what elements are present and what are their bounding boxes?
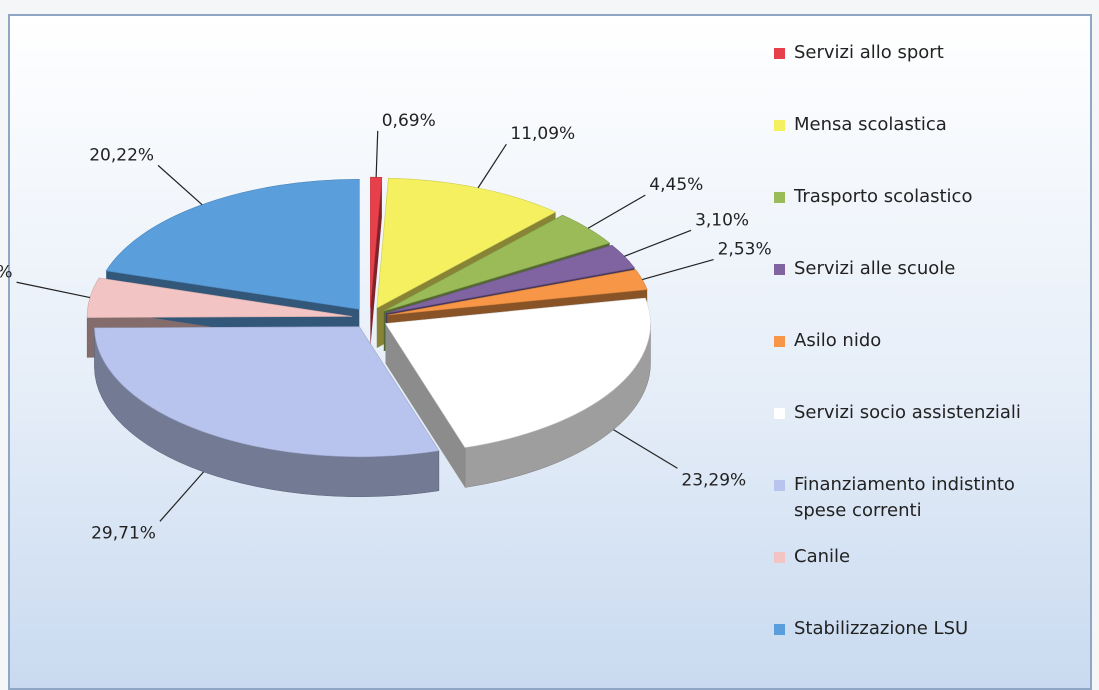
legend: Servizi allo sport Mensa scolastica Traspo… [770, 40, 1070, 688]
leader-line [478, 144, 506, 188]
legend-label: Stabilizzazione LSU [794, 618, 968, 639]
legend-item: Canile [770, 544, 1070, 616]
legend-swatch [774, 120, 785, 131]
legend-label: Asilo nido [794, 330, 881, 351]
data-label: 11,09% [510, 124, 575, 144]
legend-label: Servizi alle scuole [794, 258, 955, 279]
data-label: 2,53% [718, 240, 772, 260]
data-label: 20,22% [89, 145, 154, 165]
data-label: 4,45% [649, 175, 703, 195]
legend-label: Finanziamento indistinto spese correnti [794, 474, 1015, 521]
legend-item: Mensa scolastica [770, 112, 1070, 184]
leader-line [614, 430, 678, 469]
legend-swatch [774, 480, 785, 491]
legend-swatch [774, 336, 785, 347]
legend-swatch [774, 264, 785, 275]
data-label: 3,10% [695, 210, 749, 230]
legend-label: Trasporto scolastico [794, 186, 972, 207]
data-label: 23,29% [681, 470, 746, 490]
legend-swatch [774, 48, 785, 59]
legend-item: Stabilizzazione LSU [770, 616, 1070, 688]
legend-item: Finanziamento indistinto spese correnti [770, 472, 1070, 544]
legend-label: Mensa scolastica [794, 114, 947, 135]
leader-line [158, 165, 202, 204]
data-label: 4,92% [0, 262, 13, 282]
data-label: 29,71% [91, 523, 156, 543]
legend-item: Asilo nido [770, 328, 1070, 400]
legend-swatch [774, 408, 785, 419]
leader-line [376, 131, 378, 177]
leader-line [642, 260, 713, 280]
data-label: 0,69% [382, 111, 436, 131]
leader-line [160, 472, 204, 521]
legend-swatch [774, 624, 785, 635]
legend-item: Trasporto scolastico [770, 184, 1070, 256]
legend-swatch [774, 192, 785, 203]
legend-label: Canile [794, 546, 850, 567]
leader-line [17, 282, 90, 297]
leader-line [624, 230, 691, 256]
leader-line [588, 195, 645, 228]
legend-label: Servizi socio assistenziali [794, 402, 1021, 423]
legend-label: Servizi allo sport [794, 42, 944, 63]
legend-swatch [774, 552, 785, 563]
legend-item: Servizi socio assistenziali [770, 400, 1070, 472]
legend-item: Servizi alle scuole [770, 256, 1070, 328]
legend-item: Servizi allo sport [770, 40, 1070, 112]
